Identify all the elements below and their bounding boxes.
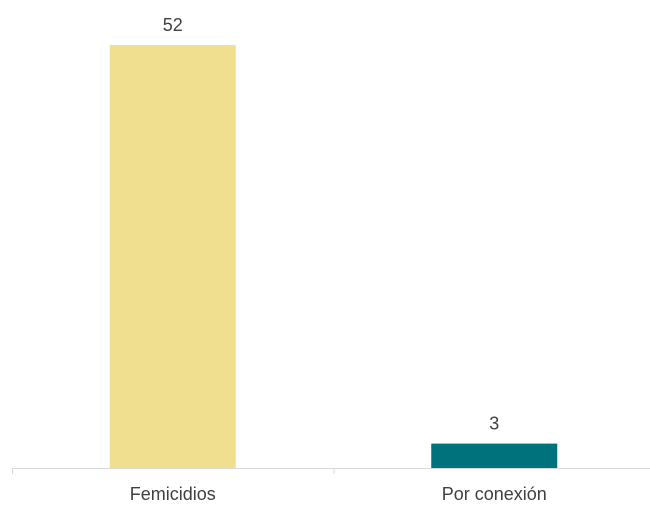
data-label-2: 3 bbox=[489, 414, 499, 434]
bar-2 bbox=[431, 443, 558, 468]
bars-layer bbox=[109, 45, 558, 468]
bar-1 bbox=[109, 45, 236, 468]
x-axis-ticks bbox=[12, 468, 335, 474]
x-axis-tick-labels: Femicidios Por conexión bbox=[130, 484, 547, 504]
data-label-1: 52 bbox=[163, 15, 183, 35]
data-labels-layer: 52 3 bbox=[163, 15, 500, 434]
x-tick-label-2: Por conexión bbox=[442, 484, 547, 504]
x-tick-label-1: Femicidios bbox=[130, 484, 216, 504]
